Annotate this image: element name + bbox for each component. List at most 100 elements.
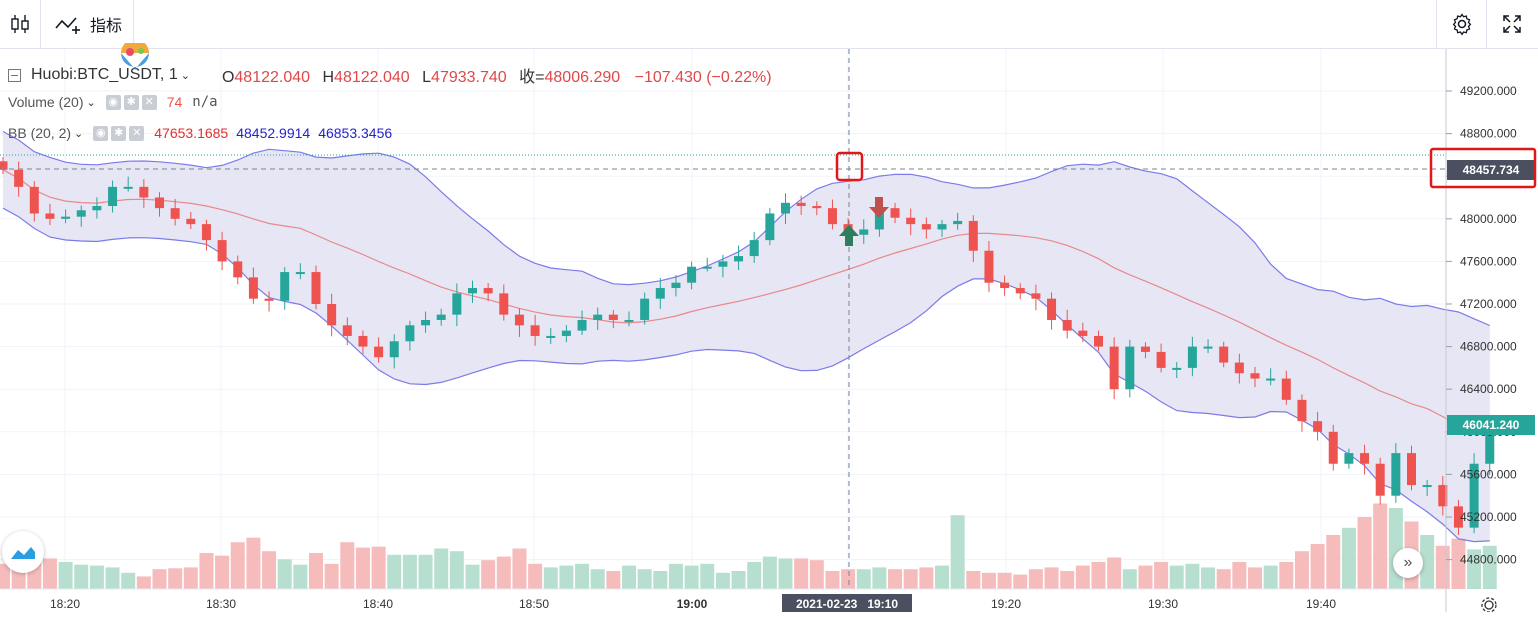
symbol-dropdown-icon[interactable]: ⌄ <box>180 69 190 82</box>
indicators-button[interactable]: 指标 <box>44 0 132 48</box>
eye-icon[interactable]: ◉ <box>93 125 109 141</box>
volume-value: 74 <box>166 94 183 110</box>
volume-bar <box>1420 535 1435 589</box>
candle-body <box>561 330 571 336</box>
candle-body <box>14 169 24 187</box>
volume-bar <box>246 537 261 589</box>
price-chart[interactable]: 49200.00048800.00048400.00048000.0004760… <box>0 49 1538 613</box>
volume-bar <box>183 567 198 589</box>
candle-body <box>248 277 258 299</box>
volume-bar <box>1232 562 1247 589</box>
volume-bar <box>872 567 887 589</box>
candle-body <box>1187 346 1197 368</box>
volume-bar <box>1435 545 1450 589</box>
volume-bar <box>747 562 762 589</box>
volume-bar <box>856 569 871 589</box>
volume-bar <box>371 546 386 589</box>
gear-icon[interactable]: ✱ <box>123 94 139 110</box>
crosshair-price-label: 48457.734 <box>1463 163 1520 177</box>
candle-body <box>170 208 180 219</box>
volume-bar <box>1075 565 1090 589</box>
candle-body <box>1328 431 1338 464</box>
symbol-legend: Huobi:BTC_USDT, 1 ⌄ O48122.040 H48122.04… <box>8 63 772 87</box>
candle-body <box>468 288 477 294</box>
eye-icon[interactable]: ◉ <box>105 94 121 110</box>
highlight-box-crosshair <box>835 151 864 182</box>
chevron-down-icon[interactable]: ⌄ <box>74 127 84 140</box>
candle-body <box>233 261 243 278</box>
volume-bar <box>74 564 89 589</box>
volume-bar <box>1028 569 1043 589</box>
candle-body <box>61 216 71 219</box>
chart-pane[interactable]: 49200.00048800.00048400.00048000.0004760… <box>0 39 1538 613</box>
candle-body <box>921 224 931 230</box>
fullscreen-icon <box>1503 15 1521 33</box>
candle-body <box>577 319 587 331</box>
close-icon[interactable]: ✕ <box>141 94 157 110</box>
candle-body <box>796 202 806 207</box>
volume-bar <box>309 553 323 589</box>
fullscreen-button[interactable] <box>1490 0 1534 48</box>
last-price-label-bg <box>1447 415 1535 435</box>
open-value: 48122.040 <box>234 69 311 86</box>
volume-bar <box>277 559 292 589</box>
candle-type-button[interactable] <box>0 0 40 48</box>
volume-bar <box>1013 574 1028 589</box>
volume-bar <box>1185 563 1200 589</box>
close-value: 48006.290 <box>544 69 621 86</box>
volume-bar <box>1060 571 1075 589</box>
symbol-name[interactable]: Huobi:BTC_USDT, 1 <box>31 66 178 83</box>
candle-body <box>1485 427 1495 464</box>
low-key: L <box>422 69 432 86</box>
buy-arrow-icon <box>839 225 859 246</box>
volume-bar <box>950 515 965 589</box>
volume-bar <box>402 554 417 589</box>
volume-bar <box>199 553 214 589</box>
scroll-to-realtime-button[interactable]: » <box>1393 548 1423 578</box>
price-tick-label: 46400.000 <box>1460 382 1517 396</box>
candle-body <box>937 224 947 230</box>
volume-bar <box>653 571 668 589</box>
price-tick-label: 45600.000 <box>1460 467 1517 481</box>
time-tick-label: 19:00 <box>677 597 708 611</box>
time-tick-label: 19:40 <box>1306 597 1336 611</box>
tradingview-logo-button[interactable] <box>2 531 44 573</box>
candle-body <box>1422 485 1432 488</box>
candle-body <box>1219 346 1229 363</box>
chart-logo-icon <box>11 547 35 559</box>
candle-body <box>389 341 399 358</box>
volume-bar <box>935 565 949 589</box>
collapse-legend-icon[interactable] <box>8 68 21 82</box>
bb-lower-value: 46853.3456 <box>318 125 393 141</box>
price-tick-label: 48800.000 <box>1460 127 1517 141</box>
volume-indicator-name[interactable]: Volume (20) <box>8 94 84 110</box>
volume-bar <box>590 569 605 589</box>
volume-bar <box>168 568 183 589</box>
volume-bar <box>1482 545 1497 589</box>
gear-icon[interactable]: ✱ <box>111 125 127 141</box>
high-value: 48122.040 <box>334 69 410 86</box>
volume-bar <box>762 556 777 589</box>
candle-body <box>827 208 837 225</box>
candle-body <box>1047 298 1057 320</box>
volume-bar <box>355 547 370 589</box>
time-tick-label: 19:30 <box>1148 597 1178 611</box>
volume-bar <box>42 558 57 589</box>
close-key: 收= <box>519 69 545 86</box>
crosshair-price-label-bg <box>1447 160 1535 180</box>
chevron-down-icon[interactable]: ⌄ <box>86 96 96 109</box>
candle-body <box>374 346 384 358</box>
candle-body <box>655 288 665 299</box>
highlight-box-price <box>1429 147 1537 189</box>
candle-body <box>734 256 744 262</box>
volume-bar <box>1310 544 1325 589</box>
time-tick-label: 18:40 <box>363 597 393 611</box>
bb-indicator-name[interactable]: BB (20, 2) <box>8 125 72 141</box>
candle-body <box>530 325 540 336</box>
volume-bar <box>731 571 746 589</box>
close-icon[interactable]: ✕ <box>129 125 145 141</box>
price-tick-label: 48000.000 <box>1460 212 1517 226</box>
volume-bar <box>215 555 230 589</box>
settings-button[interactable] <box>1440 0 1484 48</box>
candle-body <box>1375 463 1385 496</box>
